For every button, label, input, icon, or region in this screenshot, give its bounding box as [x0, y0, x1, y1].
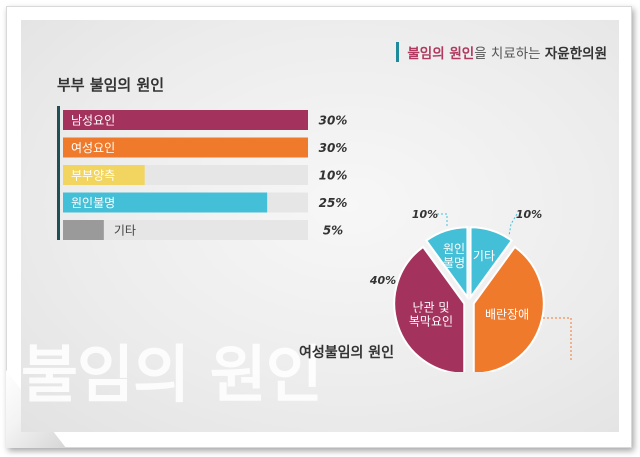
bar-chart-title: 부부 불임의 원인: [57, 76, 165, 94]
bar: [63, 192, 268, 213]
headline-bar: [396, 42, 400, 62]
slide: 불임의 원인 불임의 원인을 치료하는 자윤한의원 부부 불임의 원인 남성요인…: [21, 20, 619, 432]
bar-category-label: 여성요인: [71, 141, 115, 155]
pie-chart-title: 여성불임의 원인: [299, 345, 395, 361]
bar-category-label: 부부양측: [71, 169, 115, 183]
bar-category-label: 기타: [114, 224, 136, 238]
bar-value-label: 25%: [319, 196, 347, 210]
pie-slice: [393, 245, 466, 372]
pie-slice: [472, 245, 545, 372]
bar-category-label: 남성요인: [71, 114, 115, 128]
background-title: 불임의 원인: [21, 338, 323, 411]
headline-middle: 을 치료하는: [474, 46, 545, 62]
headline: 불임의 원인을 치료하는 자윤한의원: [396, 42, 607, 62]
pie-slice: [469, 226, 514, 301]
bar-chart: 남성요인 30% 여성요인 30% 부부양측 10% 원인불명 25% 기타 5%: [57, 106, 347, 240]
bar-value-label: 5%: [323, 224, 343, 238]
bar-chart-svg: 남성요인 30% 여성요인 30% 부부양측 10% 원인불명 25% 기타 5%: [63, 110, 347, 240]
pie-slice-label: 기타: [473, 249, 495, 263]
pie-slice-label: 원인 불명: [443, 242, 465, 270]
pie-value-label: 10%: [412, 208, 438, 221]
pie-value-label: 10%: [516, 208, 542, 221]
pie-slice-label: 난관 및 복막요인: [409, 300, 453, 328]
pie-leader-line: [400, 284, 423, 313]
pie-slice-label: 배란장애: [485, 307, 529, 321]
bar-category-label: 원인불명: [71, 196, 115, 210]
bar-value-label: 30%: [319, 114, 347, 128]
bar-track: [63, 220, 308, 240]
bar-value-label: 10%: [319, 169, 347, 183]
bar: [63, 220, 104, 240]
headline-accent: 불임의 원인: [407, 46, 475, 62]
pie-leader-line: [543, 317, 572, 362]
bar: [63, 110, 308, 130]
headline-clinic: 자윤한의원: [544, 46, 607, 62]
bar-value-label: 30%: [319, 141, 347, 155]
bar-chart-axis: [57, 106, 60, 240]
pie-slice: [424, 226, 469, 301]
pie-value-label: 40%: [369, 274, 396, 287]
bar: [63, 165, 145, 185]
pie-leader-line: [437, 213, 448, 228]
bar: [63, 137, 308, 158]
